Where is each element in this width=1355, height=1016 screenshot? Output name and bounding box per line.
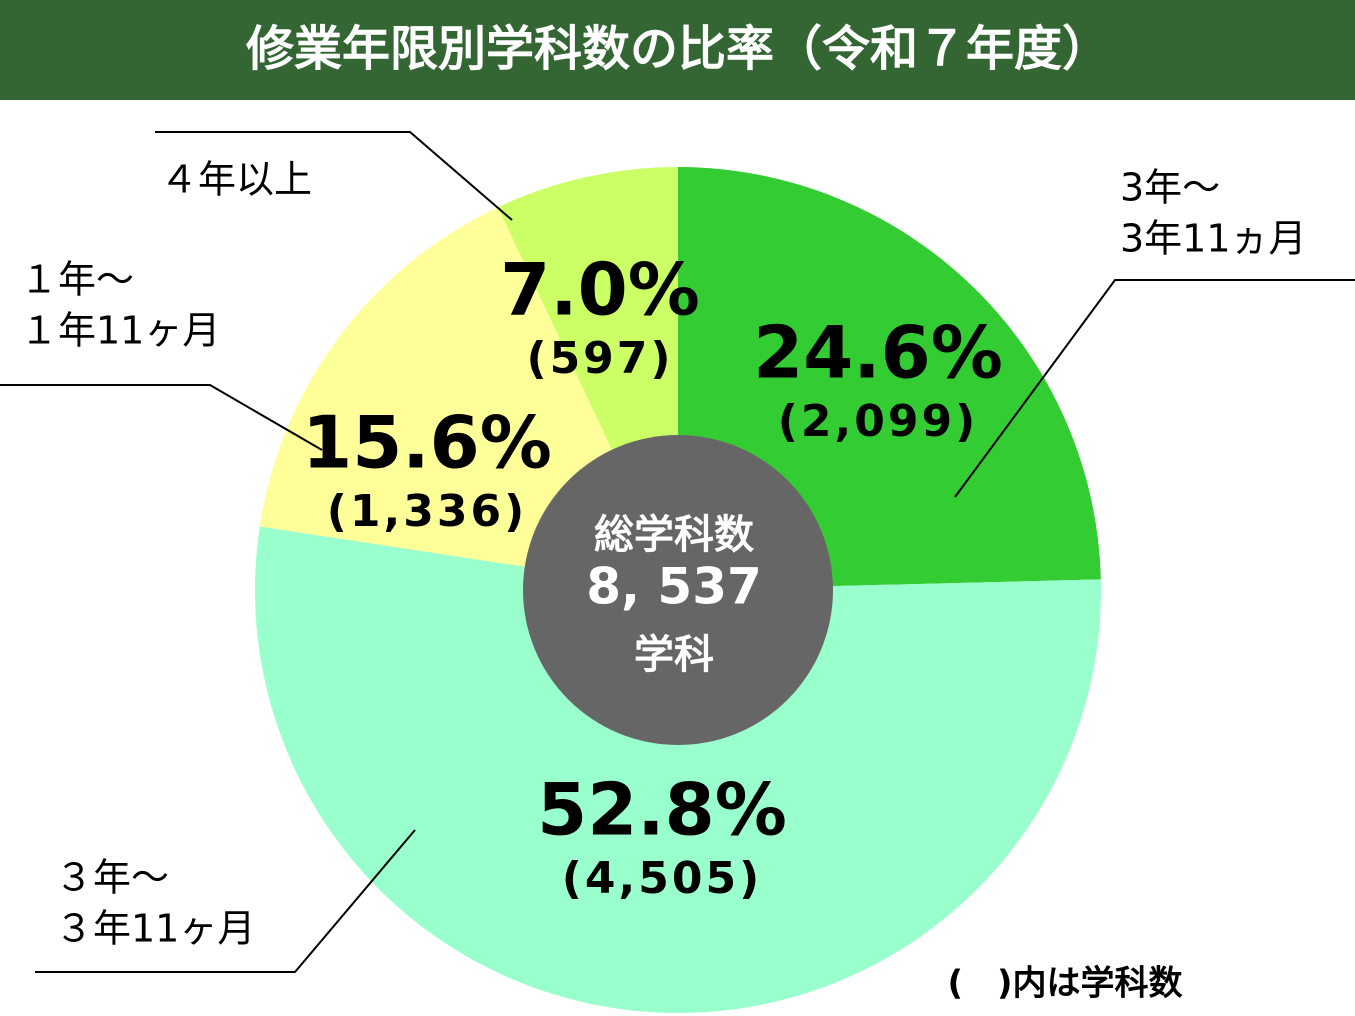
- value-label: 24.6%: [753, 311, 1003, 395]
- category-label: ３年11ヶ月: [55, 907, 255, 951]
- value-label: 7.0%: [500, 248, 700, 332]
- category-label: ３年～: [55, 856, 169, 900]
- note: ( )内は学科数: [947, 964, 1182, 1004]
- count-label: (597): [526, 333, 673, 384]
- count-label: (2,099): [778, 396, 978, 447]
- category-label: 3年11ヵ月: [1120, 217, 1307, 261]
- center-text: 総学科数: [594, 512, 754, 558]
- chart-title: 修業年限別学科数の比率（令和７年度）: [246, 21, 1110, 77]
- title-bar: [0, 0, 1355, 100]
- category-label: １年～: [20, 258, 134, 302]
- value-label: 15.6%: [302, 401, 552, 485]
- category-label: １年11ヶ月: [20, 309, 220, 353]
- value-label: 52.8%: [537, 768, 787, 852]
- center-text: 学科: [634, 632, 714, 678]
- category-label: ４年以上: [160, 158, 312, 202]
- leader-line: [155, 131, 513, 221]
- leader-line: [954, 279, 1355, 498]
- center-text: 8, 537: [586, 558, 762, 616]
- leader-line: [35, 829, 416, 973]
- category-label: 3年～: [1120, 166, 1220, 210]
- center-hole: [523, 435, 833, 745]
- leader-line: [0, 384, 323, 451]
- count-label: (1,336): [327, 486, 527, 537]
- pie-slice: [255, 526, 1102, 1013]
- count-label: (4,505): [562, 853, 762, 904]
